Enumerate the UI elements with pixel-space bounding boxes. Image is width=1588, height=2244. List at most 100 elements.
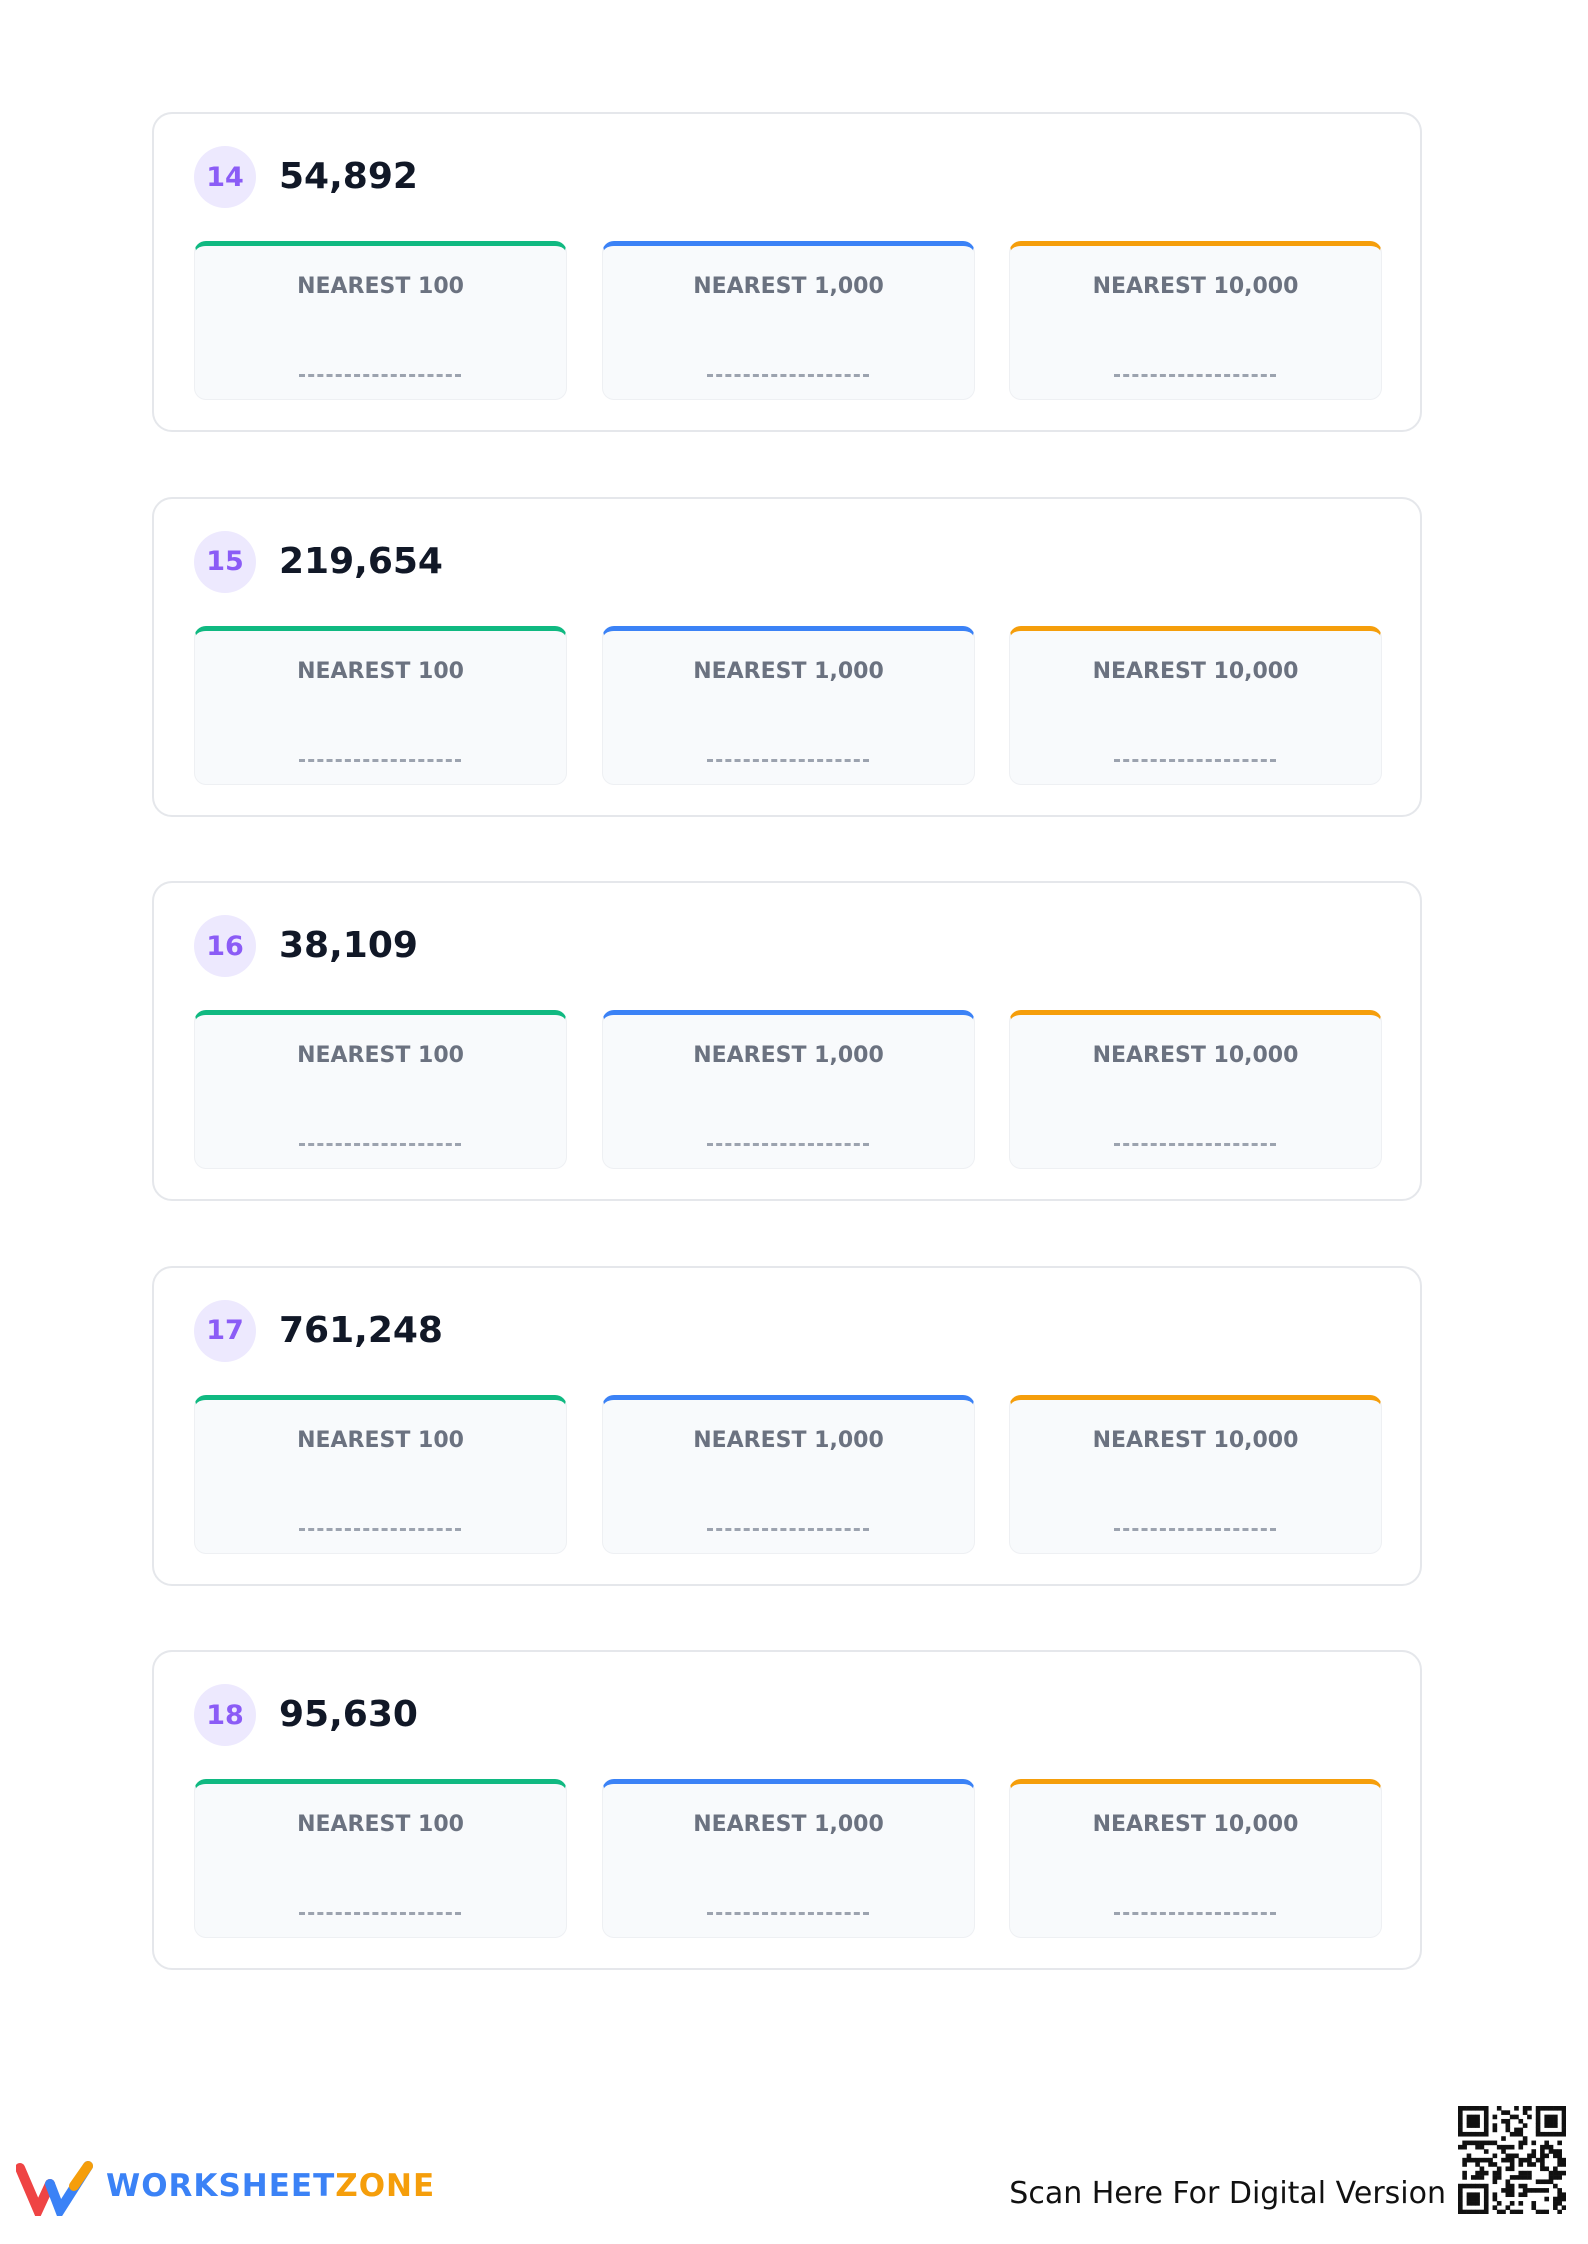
qr-module bbox=[1483, 2196, 1489, 2202]
qr-module bbox=[1527, 2157, 1532, 2163]
problem-number: 18 bbox=[194, 1684, 256, 1746]
qr-module bbox=[1509, 2188, 1515, 2193]
qr-module bbox=[1522, 2183, 1528, 2189]
qr-module bbox=[1458, 2106, 1463, 2111]
qr-module bbox=[1475, 2131, 1480, 2137]
qr-module bbox=[1522, 2192, 1528, 2198]
qr-module bbox=[1466, 2183, 1472, 2189]
qr-module bbox=[1544, 2144, 1550, 2150]
qr-module bbox=[1522, 2170, 1528, 2176]
qr-module bbox=[1518, 2144, 1524, 2150]
qr-module bbox=[1492, 2175, 1498, 2180]
qr-module bbox=[1540, 2106, 1545, 2111]
qr-module bbox=[1544, 2118, 1550, 2124]
qr-module bbox=[1505, 2110, 1511, 2115]
qr-module bbox=[1540, 2188, 1545, 2193]
qr-module bbox=[1557, 2106, 1562, 2111]
qr-module bbox=[1548, 2114, 1554, 2120]
answer-box: NEAREST 10,000 bbox=[1009, 1010, 1382, 1169]
qr-module bbox=[1548, 2179, 1554, 2185]
answer-box: NEAREST 1,000 bbox=[602, 625, 975, 785]
qr-module bbox=[1553, 2175, 1558, 2180]
qr-module bbox=[1475, 2201, 1480, 2206]
qr-module bbox=[1561, 2110, 1566, 2115]
box-label: NEAREST 1,000 bbox=[693, 1427, 884, 1453]
box-label: NEAREST 1,000 bbox=[693, 1043, 884, 1068]
qr-module bbox=[1557, 2196, 1562, 2202]
qr-module bbox=[1458, 2205, 1463, 2210]
qr-module bbox=[1557, 2209, 1562, 2214]
qr-module bbox=[1475, 2183, 1480, 2189]
qr-module bbox=[1522, 2106, 1528, 2111]
qr-module bbox=[1475, 2162, 1480, 2167]
qr-module bbox=[1509, 2144, 1515, 2150]
qr-module bbox=[1466, 2106, 1472, 2111]
problem-card: 14 54,892 NEAREST 100 NEAREST 1,000 NEAREST … bbox=[152, 112, 1422, 432]
qr-module bbox=[1483, 2114, 1489, 2120]
qr-module bbox=[1466, 2209, 1472, 2214]
qr-module bbox=[1483, 2123, 1489, 2128]
qr-module bbox=[1540, 2153, 1545, 2159]
qr-module bbox=[1458, 2131, 1463, 2137]
qr-module bbox=[1518, 2140, 1524, 2146]
qr-module bbox=[1522, 2157, 1528, 2163]
qr-module bbox=[1496, 2166, 1502, 2172]
qr-module bbox=[1509, 2192, 1515, 2198]
qr-module bbox=[1522, 2123, 1528, 2128]
answer-blank bbox=[1114, 1143, 1276, 1146]
qr-module bbox=[1531, 2153, 1537, 2159]
qr-module bbox=[1535, 2118, 1541, 2124]
qr-module bbox=[1458, 2196, 1463, 2202]
qr-code bbox=[1458, 2106, 1566, 2214]
answer-box: NEAREST 10,000 bbox=[1009, 1779, 1382, 1938]
qr-module bbox=[1501, 2118, 1506, 2124]
qr-module bbox=[1544, 2123, 1550, 2128]
qr-module bbox=[1483, 2118, 1489, 2124]
answer-box: NEAREST 1,000 bbox=[602, 241, 975, 400]
qr-module bbox=[1514, 2127, 1519, 2133]
qr-module bbox=[1462, 2209, 1467, 2214]
answer-blank bbox=[707, 374, 869, 377]
qr-module bbox=[1518, 2183, 1524, 2189]
qr-module bbox=[1466, 2114, 1472, 2120]
answer-blank bbox=[1114, 1527, 1276, 1531]
qr-module bbox=[1553, 2123, 1558, 2128]
box-label: NEAREST 1,000 bbox=[693, 274, 884, 299]
qr-module bbox=[1514, 2153, 1519, 2159]
qr-module bbox=[1483, 2140, 1489, 2146]
qr-module bbox=[1470, 2140, 1476, 2146]
answer-blank bbox=[299, 1527, 461, 1531]
qr-module bbox=[1561, 2196, 1566, 2202]
qr-module bbox=[1553, 2149, 1558, 2154]
qr-module bbox=[1479, 2131, 1485, 2137]
qr-module bbox=[1458, 2127, 1463, 2133]
qr-module bbox=[1505, 2118, 1511, 2124]
qr-module bbox=[1470, 2157, 1476, 2163]
qr-module bbox=[1553, 2196, 1558, 2202]
qr-module bbox=[1509, 2153, 1515, 2159]
qr-module bbox=[1470, 2196, 1476, 2202]
qr-module bbox=[1479, 2170, 1485, 2176]
qr-module bbox=[1540, 2131, 1545, 2137]
problem-value: 95,630 bbox=[279, 1694, 418, 1735]
qr-module bbox=[1509, 2162, 1515, 2167]
qr-module bbox=[1466, 2140, 1472, 2146]
qr-module bbox=[1492, 2205, 1498, 2210]
qr-module bbox=[1557, 2188, 1562, 2193]
qr-module bbox=[1483, 2157, 1489, 2163]
qr-module bbox=[1557, 2153, 1562, 2159]
qr-module bbox=[1483, 2201, 1489, 2206]
qr-module bbox=[1544, 2140, 1550, 2146]
qr-module bbox=[1466, 2157, 1472, 2163]
qr-module bbox=[1518, 2170, 1524, 2176]
qr-module bbox=[1548, 2170, 1554, 2176]
qr-module bbox=[1462, 2106, 1467, 2111]
qr-module bbox=[1505, 2188, 1511, 2193]
qr-module bbox=[1557, 2170, 1562, 2176]
box-label: NEAREST 100 bbox=[297, 1043, 464, 1068]
answer-box: NEAREST 1,000 bbox=[602, 1394, 975, 1554]
qr-module bbox=[1522, 2175, 1528, 2180]
qr-module bbox=[1458, 2209, 1463, 2214]
answer-blank bbox=[707, 1527, 869, 1531]
